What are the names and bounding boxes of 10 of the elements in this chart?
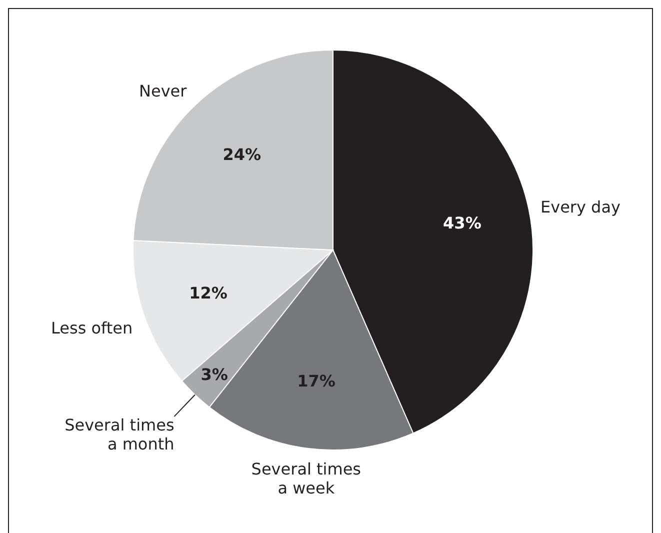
data-label: 17% (297, 371, 336, 390)
data-label: 24% (222, 144, 262, 164)
slice-label: Several times a month (64, 415, 174, 454)
slice-label: Less often (51, 318, 133, 338)
data-label: 43% (443, 213, 482, 232)
slice-label: Never (139, 82, 188, 101)
data-label: 12% (189, 284, 228, 303)
slice-label: Several times a week (251, 459, 362, 498)
data-label: 3% (200, 364, 228, 384)
slice-label: Every day (540, 198, 620, 217)
